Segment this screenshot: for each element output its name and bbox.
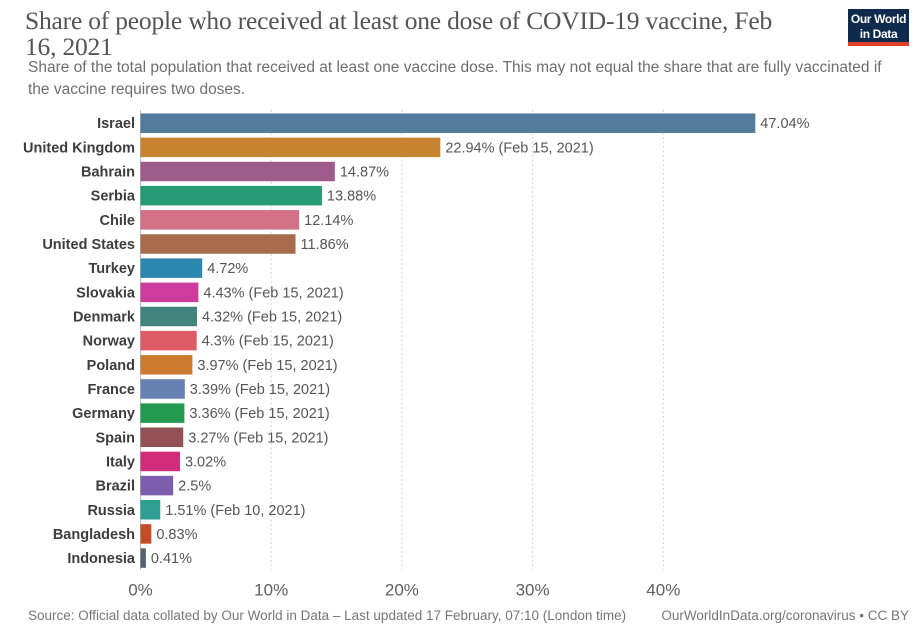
svg-text:4.32% (Feb 15, 2021): 4.32% (Feb 15, 2021) — [202, 309, 342, 325]
svg-text:Bahrain: Bahrain — [81, 165, 135, 181]
svg-text:Italy: Italy — [106, 454, 135, 470]
svg-text:Israel: Israel — [97, 116, 135, 132]
svg-text:22.94% (Feb 15, 2021): 22.94% (Feb 15, 2021) — [445, 140, 593, 156]
svg-text:3.27% (Feb 15, 2021): 3.27% (Feb 15, 2021) — [188, 430, 328, 446]
svg-text:Russia: Russia — [87, 503, 135, 519]
svg-text:Brazil: Brazil — [96, 479, 136, 495]
svg-text:13.88%: 13.88% — [327, 189, 376, 205]
svg-text:Bangladesh: Bangladesh — [53, 527, 135, 543]
svg-text:11.86%: 11.86% — [301, 237, 349, 253]
svg-text:0.83%: 0.83% — [156, 527, 197, 543]
svg-text:Serbia: Serbia — [91, 189, 136, 205]
svg-text:1.51% (Feb 10, 2021): 1.51% (Feb 10, 2021) — [165, 503, 305, 519]
svg-text:40%: 40% — [646, 581, 680, 600]
svg-text:47.04%: 47.04% — [760, 116, 809, 132]
svg-text:4.72%: 4.72% — [207, 261, 248, 277]
svg-text:4.43% (Feb 15, 2021): 4.43% (Feb 15, 2021) — [203, 285, 343, 301]
svg-text:12.14%: 12.14% — [304, 213, 353, 229]
svg-text:France: France — [87, 382, 135, 398]
svg-text:Slovakia: Slovakia — [76, 285, 136, 301]
svg-text:Turkey: Turkey — [89, 261, 135, 277]
svg-text:3.39% (Feb 15, 2021): 3.39% (Feb 15, 2021) — [190, 382, 330, 398]
svg-text:United States: United States — [42, 237, 135, 253]
svg-text:3.97% (Feb 15, 2021): 3.97% (Feb 15, 2021) — [197, 358, 337, 374]
svg-text:3.36% (Feb 15, 2021): 3.36% (Feb 15, 2021) — [189, 406, 329, 422]
svg-text:Germany: Germany — [72, 406, 135, 422]
svg-text:2.5%: 2.5% — [178, 479, 211, 495]
svg-text:Chile: Chile — [100, 213, 135, 229]
svg-text:Indonesia: Indonesia — [67, 551, 136, 567]
svg-text:14.87%: 14.87% — [340, 165, 389, 181]
svg-text:Denmark: Denmark — [73, 309, 136, 325]
svg-text:0%: 0% — [128, 581, 153, 600]
svg-text:10%: 10% — [254, 581, 288, 600]
svg-text:3.02%: 3.02% — [185, 454, 226, 470]
svg-text:Norway: Norway — [83, 334, 135, 350]
svg-text:4.3% (Feb 15, 2021): 4.3% (Feb 15, 2021) — [202, 334, 334, 350]
svg-text:United Kingdom: United Kingdom — [23, 140, 135, 156]
svg-text:20%: 20% — [385, 581, 419, 600]
svg-text:0.41%: 0.41% — [151, 551, 192, 567]
svg-text:Poland: Poland — [87, 358, 135, 374]
svg-text:Spain: Spain — [96, 430, 135, 446]
svg-text:30%: 30% — [516, 581, 550, 600]
